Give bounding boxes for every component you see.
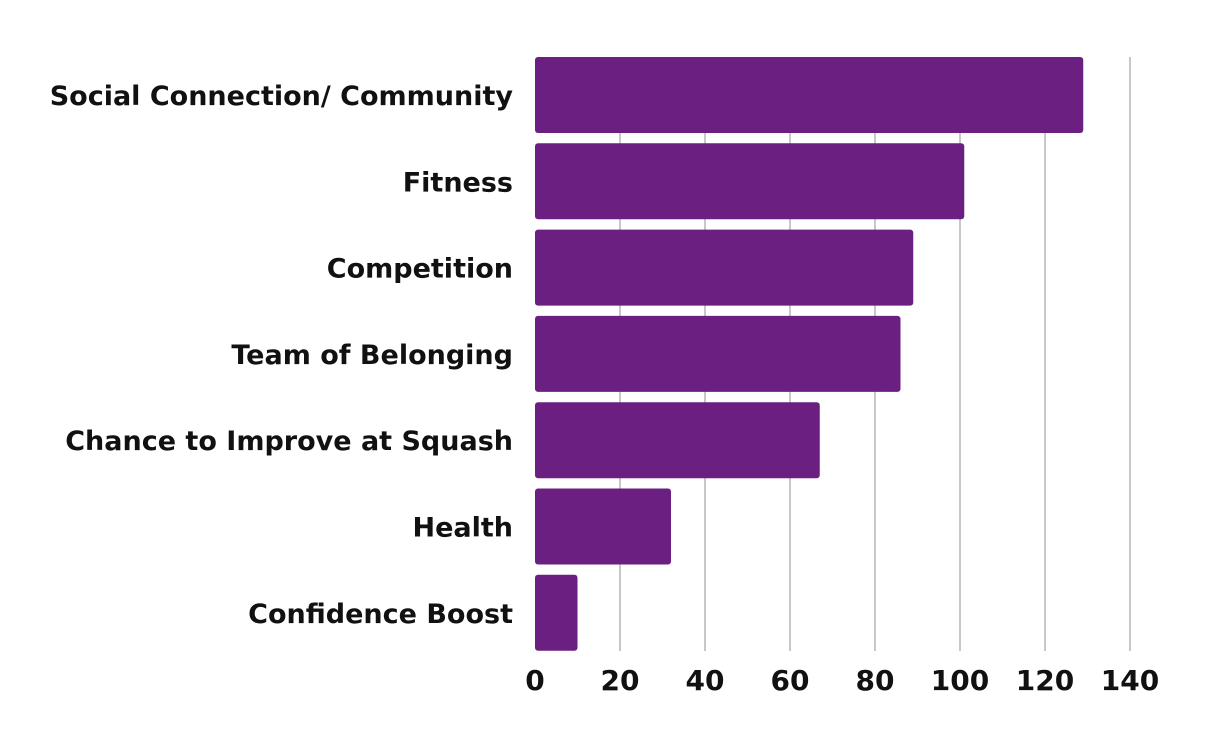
- category-label: Confidence Boost: [248, 599, 513, 630]
- category-label-layer: Social Connection/ Community Fitness Compe…: [50, 81, 514, 630]
- category-label: Chance to Improve at Squash: [65, 426, 513, 457]
- category-label: Health: [412, 513, 513, 544]
- x-tick-label: 0: [525, 664, 544, 697]
- category-label: Team of Belonging: [231, 340, 513, 371]
- x-tick-label: 20: [601, 664, 640, 697]
- x-tick-layer: 0 20 40 60 80 100 120 140: [525, 664, 1159, 697]
- category-label: Fitness: [403, 167, 513, 198]
- category-label: Competition: [327, 254, 513, 285]
- x-tick-label: 40: [686, 664, 725, 697]
- bar-confidence-boost: [535, 574, 578, 651]
- bar-layer: [535, 57, 1084, 651]
- bar-fitness: [535, 143, 965, 220]
- bar-health: [535, 488, 671, 565]
- x-tick-label: 80: [856, 664, 895, 697]
- bar-competition: [535, 229, 914, 306]
- bar-team-of-belonging: [535, 315, 901, 392]
- x-tick-label: 100: [931, 664, 989, 697]
- category-label: Social Connection/ Community: [50, 81, 514, 112]
- x-tick-label: 120: [1016, 664, 1074, 697]
- x-tick-label: 60: [771, 664, 810, 697]
- bar-chance-to-improve-at-squash: [535, 402, 820, 479]
- bar-social-connection-community: [535, 57, 1084, 133]
- x-tick-label: 140: [1101, 664, 1159, 697]
